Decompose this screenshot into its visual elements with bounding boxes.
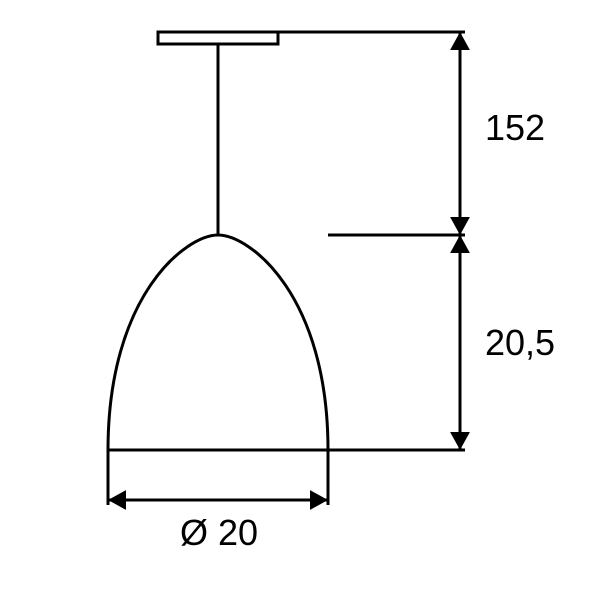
diameter-value: Ø 20 [180, 512, 258, 553]
cord-height-value: 152 [485, 107, 545, 148]
pendant-lamp-outline [108, 32, 328, 450]
shade-height-value: 20,5 [485, 322, 555, 363]
